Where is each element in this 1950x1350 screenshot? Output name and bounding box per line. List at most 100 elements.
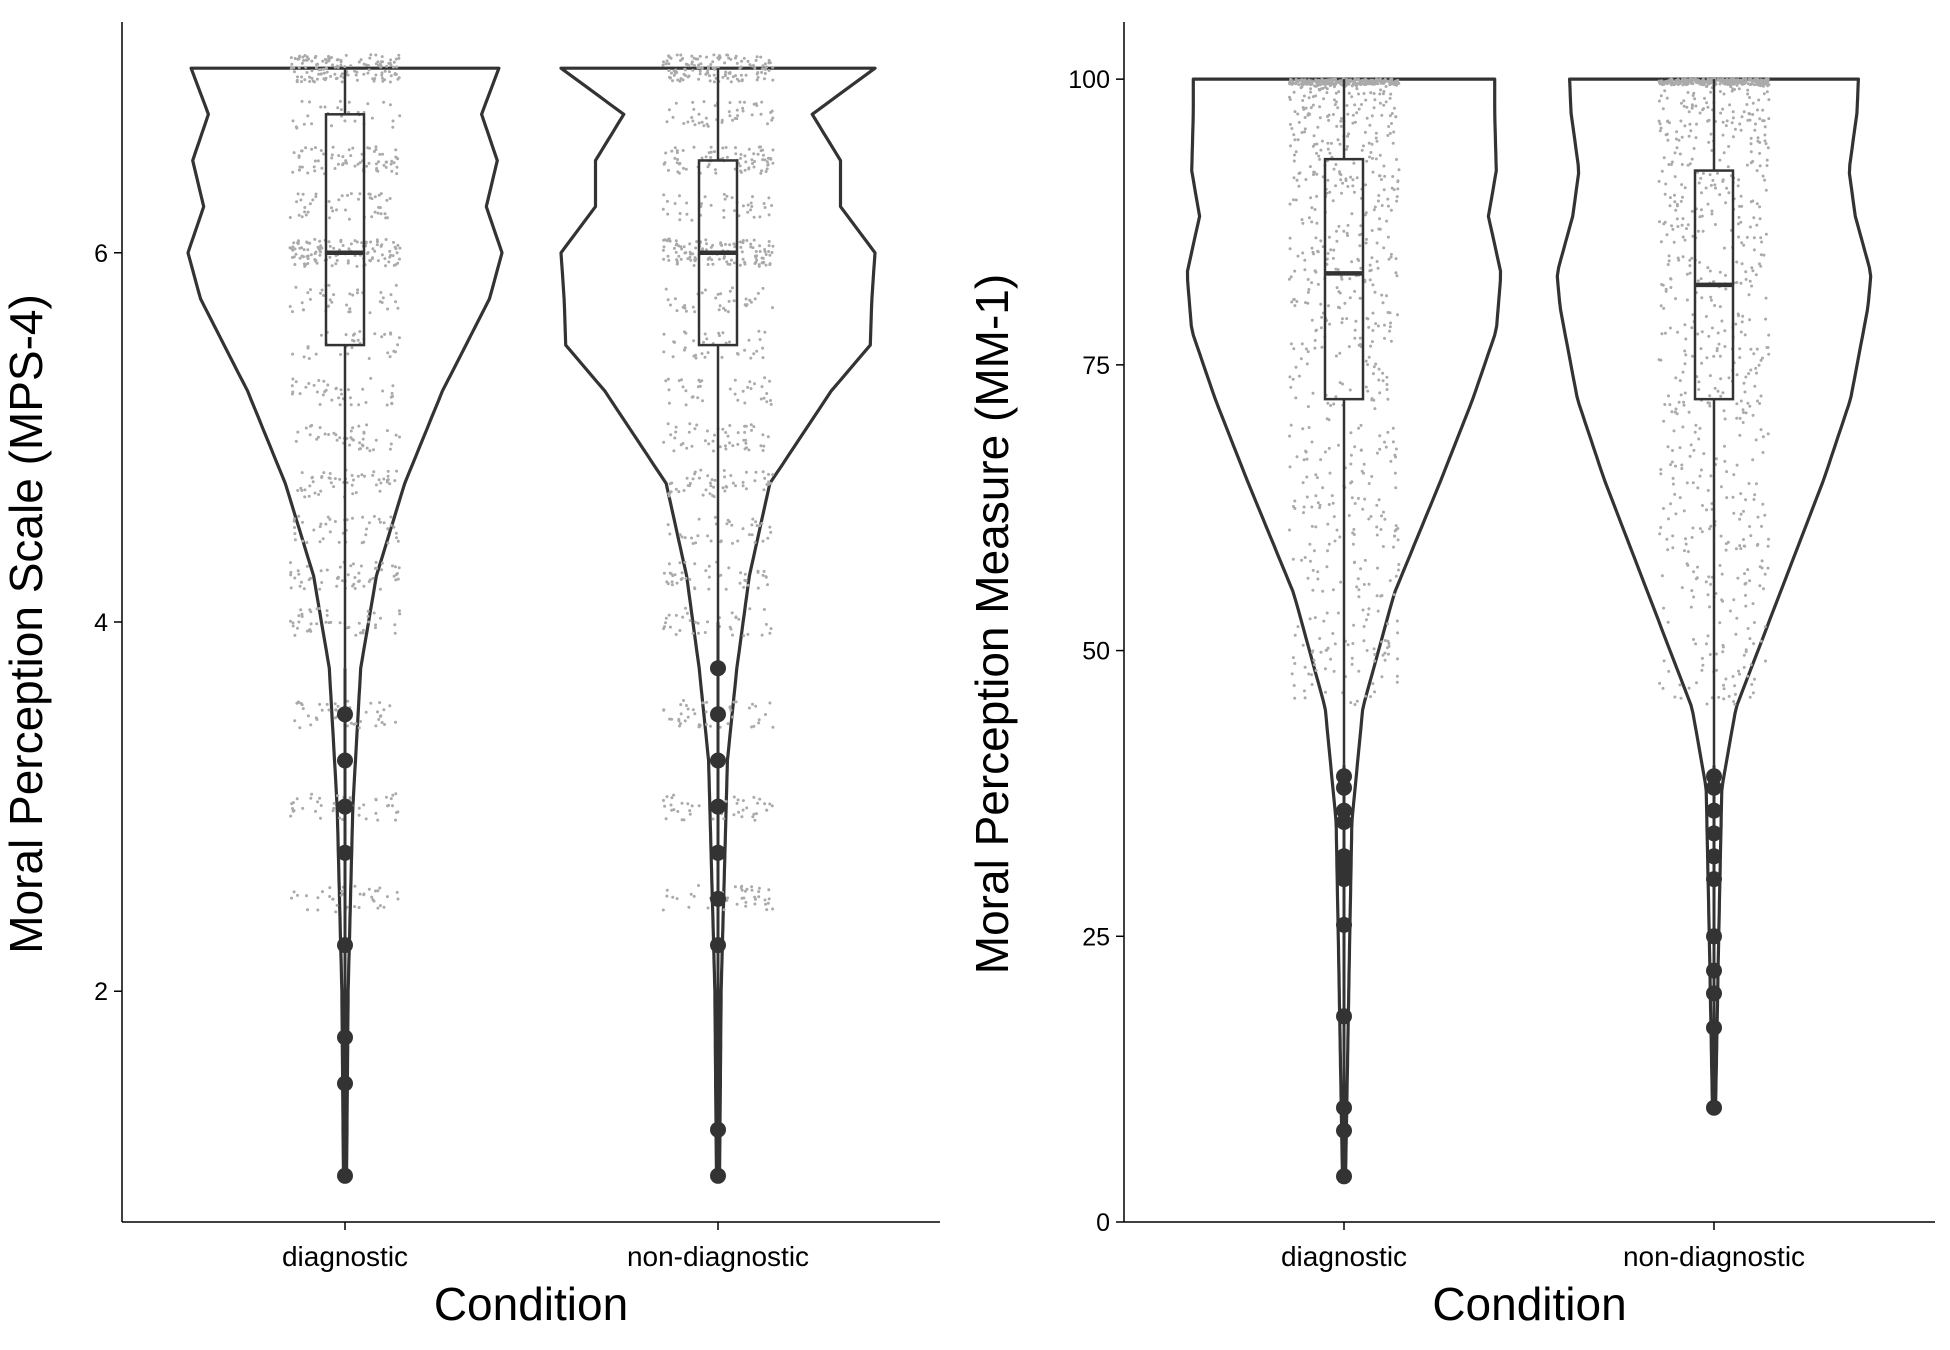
- jitter-point: [1698, 260, 1702, 264]
- jitter-point: [676, 158, 680, 161]
- jitter-point: [1738, 347, 1742, 351]
- jitter-point: [1738, 433, 1742, 437]
- jitter-point: [330, 264, 334, 268]
- jitter-point: [692, 145, 696, 149]
- jitter-point: [1679, 79, 1683, 83]
- jitter-point: [379, 291, 383, 294]
- jitter-point: [749, 300, 753, 304]
- jitter-point: [1764, 188, 1768, 192]
- jitter-point: [328, 476, 332, 480]
- jitter-point: [713, 150, 716, 154]
- jitter-point: [751, 195, 754, 199]
- jitter-point: [309, 796, 313, 800]
- jitter-point: [707, 564, 711, 568]
- jitter-point: [318, 403, 322, 406]
- jitter-point: [1685, 227, 1688, 231]
- jitter-point: [770, 204, 774, 207]
- jitter-point: [664, 621, 667, 625]
- jitter-point: [391, 793, 395, 797]
- jitter-point: [1684, 337, 1688, 341]
- jitter-point: [377, 718, 381, 721]
- jitter-point: [301, 520, 304, 524]
- jitter-point: [1718, 82, 1722, 86]
- jitter-point: [307, 494, 311, 498]
- jitter-point: [1346, 643, 1350, 647]
- jitter-point: [731, 481, 735, 485]
- jitter-point: [1351, 542, 1355, 546]
- jitter-point: [304, 385, 308, 389]
- jitter-point: [768, 253, 772, 257]
- jitter-point: [721, 486, 725, 490]
- jitter-point: [693, 620, 697, 624]
- jitter-point: [744, 441, 748, 445]
- jitter-point: [1308, 617, 1312, 621]
- jitter-point: [1349, 481, 1353, 485]
- jitter-point: [1378, 78, 1382, 82]
- jitter-point: [1698, 111, 1702, 115]
- jitter-point: [1357, 669, 1361, 673]
- jitter-point: [749, 387, 753, 391]
- jitter-point: [717, 57, 721, 61]
- jitter-point: [384, 216, 388, 220]
- jitter-point: [1709, 298, 1713, 302]
- jitter-point: [388, 249, 392, 253]
- jitter-point: [1660, 332, 1664, 336]
- jitter-point: [1385, 383, 1389, 386]
- jitter-point: [1684, 542, 1688, 546]
- jitter-point: [727, 299, 731, 303]
- jitter-point: [1392, 545, 1395, 549]
- jitter-point: [394, 531, 398, 535]
- jitter-point: [336, 576, 340, 580]
- jitter-point: [690, 54, 694, 58]
- outlier-point: [337, 1029, 353, 1046]
- jitter-point: [1699, 347, 1703, 351]
- jitter-point: [1709, 582, 1713, 586]
- jitter-point: [680, 378, 683, 382]
- jitter-point: [379, 63, 383, 67]
- jitter-point: [1332, 167, 1336, 171]
- jitter-point: [311, 480, 315, 484]
- jitter-point: [1316, 577, 1320, 581]
- jitter-point: [693, 712, 697, 716]
- jitter-point: [1364, 694, 1367, 698]
- jitter-point: [1345, 231, 1349, 235]
- jitter-point: [702, 124, 706, 128]
- jitter-point: [750, 113, 754, 117]
- jitter-point: [1334, 77, 1337, 81]
- jitter-point: [1748, 318, 1752, 322]
- jitter-point: [1751, 101, 1755, 105]
- jitter-point: [741, 808, 745, 812]
- jitter-point: [1671, 546, 1675, 550]
- jitter-point: [1371, 311, 1375, 315]
- jitter-point: [763, 898, 767, 902]
- jitter-point: [1314, 94, 1318, 98]
- jitter-point: [332, 293, 336, 297]
- jitter-point: [1326, 78, 1330, 82]
- jitter-point: [1366, 317, 1370, 321]
- jitter-point: [396, 897, 400, 901]
- jitter-point: [381, 389, 385, 393]
- jitter-point: [1716, 171, 1719, 175]
- jitter-point: [297, 572, 301, 576]
- jitter-point: [1758, 262, 1761, 266]
- jitter-point: [674, 487, 678, 491]
- jitter-point: [333, 702, 337, 706]
- jitter-point: [348, 292, 352, 296]
- jitter-point: [1684, 80, 1687, 84]
- jitter-point: [1701, 663, 1705, 667]
- jitter-point: [1690, 157, 1694, 161]
- jitter-point: [314, 250, 318, 254]
- jitter-point: [681, 615, 685, 619]
- jitter-point: [1697, 388, 1701, 391]
- jitter-point: [1740, 320, 1744, 324]
- jitter-point: [1689, 605, 1693, 609]
- jitter-point: [1375, 525, 1379, 529]
- jitter-point: [308, 202, 312, 206]
- jitter-point: [354, 73, 358, 77]
- jitter-point: [764, 253, 768, 256]
- jitter-point: [1336, 138, 1340, 142]
- jitter-point: [693, 310, 697, 314]
- jitter-point: [385, 429, 389, 433]
- jitter-point: [349, 154, 353, 158]
- jitter-point: [306, 210, 310, 214]
